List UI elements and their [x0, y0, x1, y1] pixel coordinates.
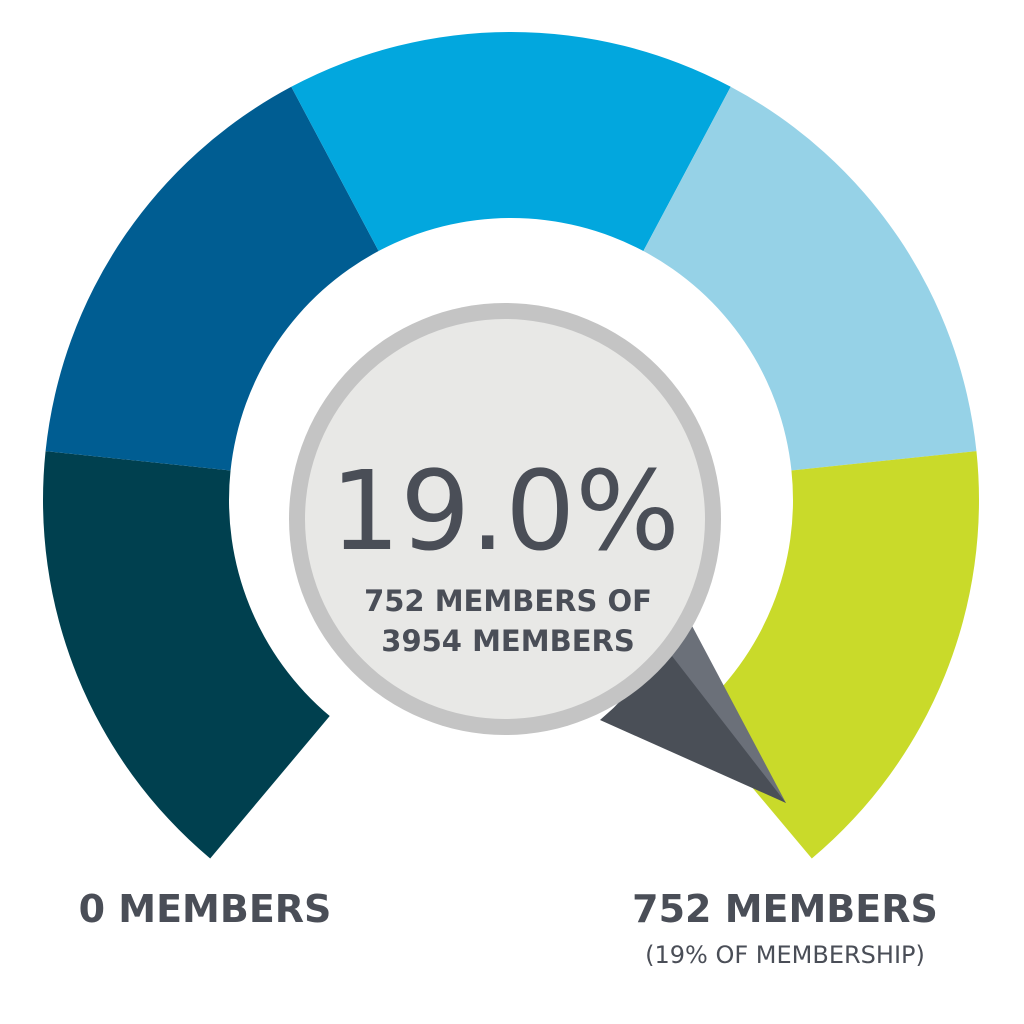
gauge-segment-4 — [643, 86, 977, 471]
gauge-segments — [42, 31, 979, 859]
gauge-segment-3 — [291, 31, 731, 252]
needle-dark-face — [600, 656, 786, 803]
gauge-segment-5 — [692, 451, 979, 859]
center-percent-label: 19.0% — [330, 447, 679, 575]
min-label: 0 MEMBERS — [79, 887, 332, 931]
center-sub-label-line2: 3954 MEMBERS — [381, 624, 634, 658]
value-label: 752 MEMBERS — [632, 887, 938, 931]
value-sublabel: (19% OF MEMBERSHIP) — [645, 941, 925, 969]
gauge-segment-1 — [42, 451, 330, 859]
gauge-segment-2 — [45, 86, 379, 471]
center-sub-label-line1: 752 MEMBERS OF — [364, 584, 652, 618]
center-dial — [305, 319, 705, 719]
